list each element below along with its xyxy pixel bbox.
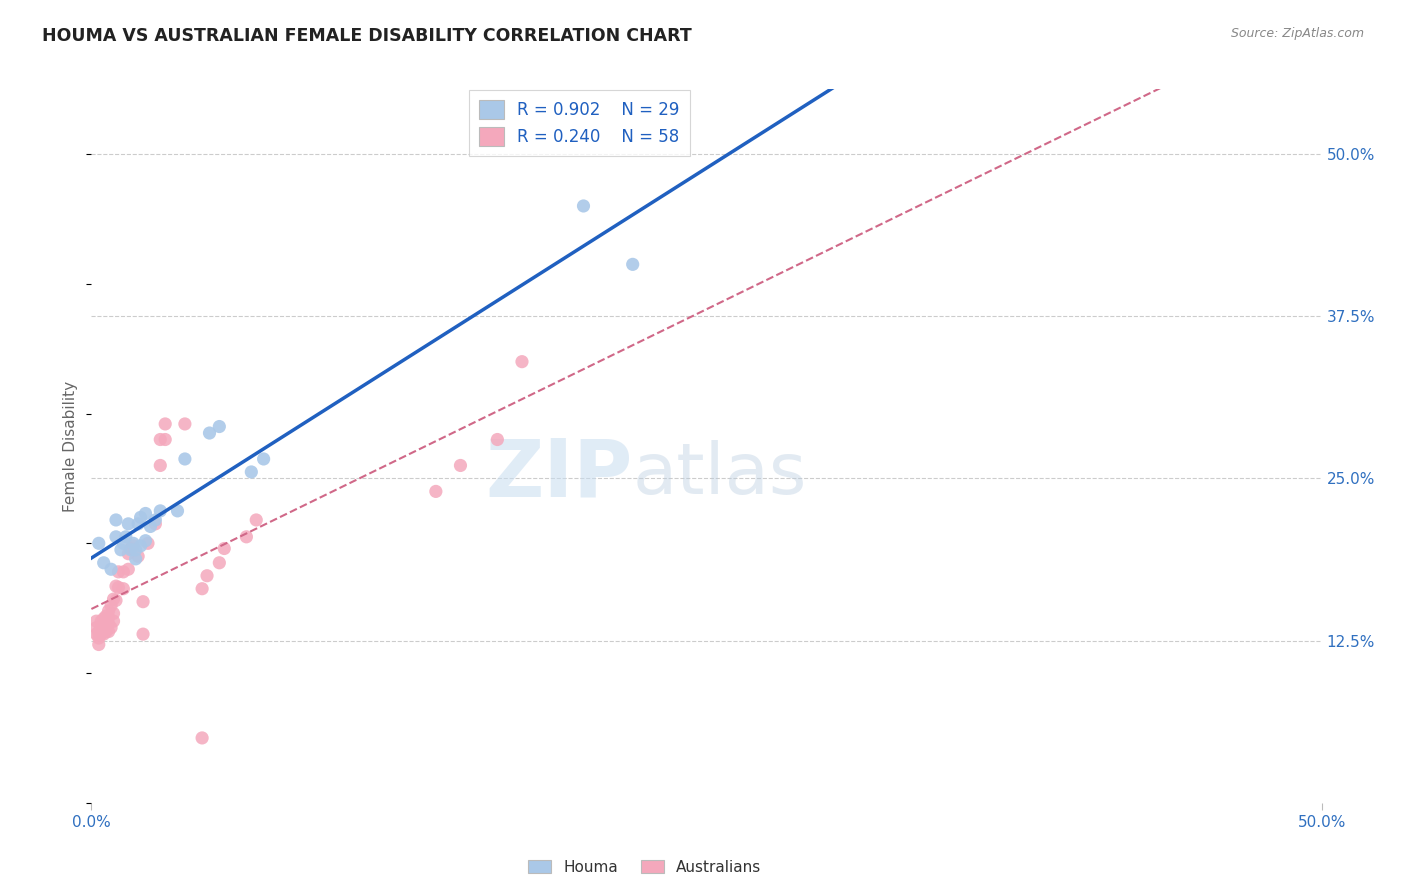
Point bbox=[117, 547, 139, 561]
Point bbox=[122, 536, 145, 550]
Point bbox=[120, 541, 142, 556]
Point bbox=[136, 536, 159, 550]
Point bbox=[212, 541, 235, 556]
Point bbox=[253, 452, 276, 467]
Point bbox=[103, 607, 125, 621]
Point bbox=[93, 624, 115, 638]
Point bbox=[105, 513, 127, 527]
Point bbox=[208, 419, 231, 434]
Point bbox=[86, 627, 108, 641]
Point bbox=[93, 618, 115, 632]
Legend: Houma, Australians: Houma, Australians bbox=[522, 854, 768, 880]
Point bbox=[86, 614, 108, 628]
Point bbox=[90, 627, 112, 641]
Point bbox=[110, 542, 132, 557]
Point bbox=[145, 516, 166, 531]
Point bbox=[132, 627, 155, 641]
Point bbox=[245, 513, 267, 527]
Point bbox=[174, 452, 197, 467]
Point bbox=[93, 611, 115, 625]
Point bbox=[97, 624, 120, 639]
Point bbox=[97, 610, 120, 624]
Point bbox=[129, 510, 152, 524]
Point bbox=[97, 604, 120, 618]
Point bbox=[135, 533, 156, 548]
Point bbox=[96, 614, 117, 628]
Point bbox=[97, 616, 120, 631]
Point bbox=[166, 504, 188, 518]
Point bbox=[191, 582, 214, 596]
Point bbox=[96, 616, 117, 631]
Point bbox=[117, 562, 139, 576]
Point bbox=[425, 484, 447, 499]
Point bbox=[87, 631, 110, 645]
Point bbox=[235, 530, 257, 544]
Point bbox=[112, 582, 135, 596]
Point bbox=[90, 614, 112, 628]
Point bbox=[486, 433, 509, 447]
Point bbox=[132, 595, 155, 609]
Point bbox=[129, 539, 152, 553]
Point bbox=[149, 504, 172, 518]
Point bbox=[122, 539, 145, 553]
Point bbox=[107, 581, 129, 595]
Point bbox=[96, 609, 117, 624]
Point bbox=[139, 519, 162, 533]
Point bbox=[93, 556, 115, 570]
Point bbox=[510, 354, 533, 368]
Point bbox=[86, 621, 108, 635]
Point bbox=[621, 257, 644, 271]
Point bbox=[149, 433, 172, 447]
Point bbox=[120, 542, 142, 557]
Point bbox=[105, 579, 127, 593]
Point bbox=[198, 425, 221, 440]
Point bbox=[103, 614, 125, 628]
Point bbox=[195, 568, 218, 582]
Point bbox=[96, 624, 117, 639]
Point bbox=[114, 530, 138, 544]
Point bbox=[100, 621, 122, 635]
Point bbox=[105, 530, 127, 544]
Point bbox=[191, 731, 214, 745]
Text: Source: ZipAtlas.com: Source: ZipAtlas.com bbox=[1230, 27, 1364, 40]
Point bbox=[153, 417, 177, 431]
Text: ZIP: ZIP bbox=[485, 435, 633, 514]
Point bbox=[87, 536, 110, 550]
Point bbox=[93, 627, 115, 641]
Point bbox=[112, 565, 135, 579]
Point bbox=[100, 562, 122, 576]
Point bbox=[572, 199, 595, 213]
Point bbox=[240, 465, 263, 479]
Point bbox=[87, 627, 110, 641]
Text: atlas: atlas bbox=[633, 440, 807, 509]
Point bbox=[449, 458, 471, 473]
Point bbox=[107, 565, 129, 579]
Point bbox=[135, 507, 156, 521]
Y-axis label: Female Disability: Female Disability bbox=[63, 380, 79, 512]
Point bbox=[127, 516, 149, 531]
Point bbox=[87, 638, 110, 652]
Point bbox=[127, 549, 149, 564]
Point bbox=[100, 599, 122, 613]
Point bbox=[149, 458, 172, 473]
Point bbox=[153, 433, 177, 447]
Point bbox=[145, 513, 166, 527]
Point bbox=[87, 624, 110, 639]
Point bbox=[124, 552, 146, 566]
Point bbox=[124, 542, 146, 557]
Point bbox=[112, 536, 135, 550]
Point bbox=[90, 624, 112, 638]
Text: HOUMA VS AUSTRALIAN FEMALE DISABILITY CORRELATION CHART: HOUMA VS AUSTRALIAN FEMALE DISABILITY CO… bbox=[42, 27, 692, 45]
Point bbox=[103, 592, 125, 607]
Point bbox=[117, 516, 139, 531]
Point bbox=[208, 556, 231, 570]
Point bbox=[105, 593, 127, 607]
Point bbox=[174, 417, 197, 431]
